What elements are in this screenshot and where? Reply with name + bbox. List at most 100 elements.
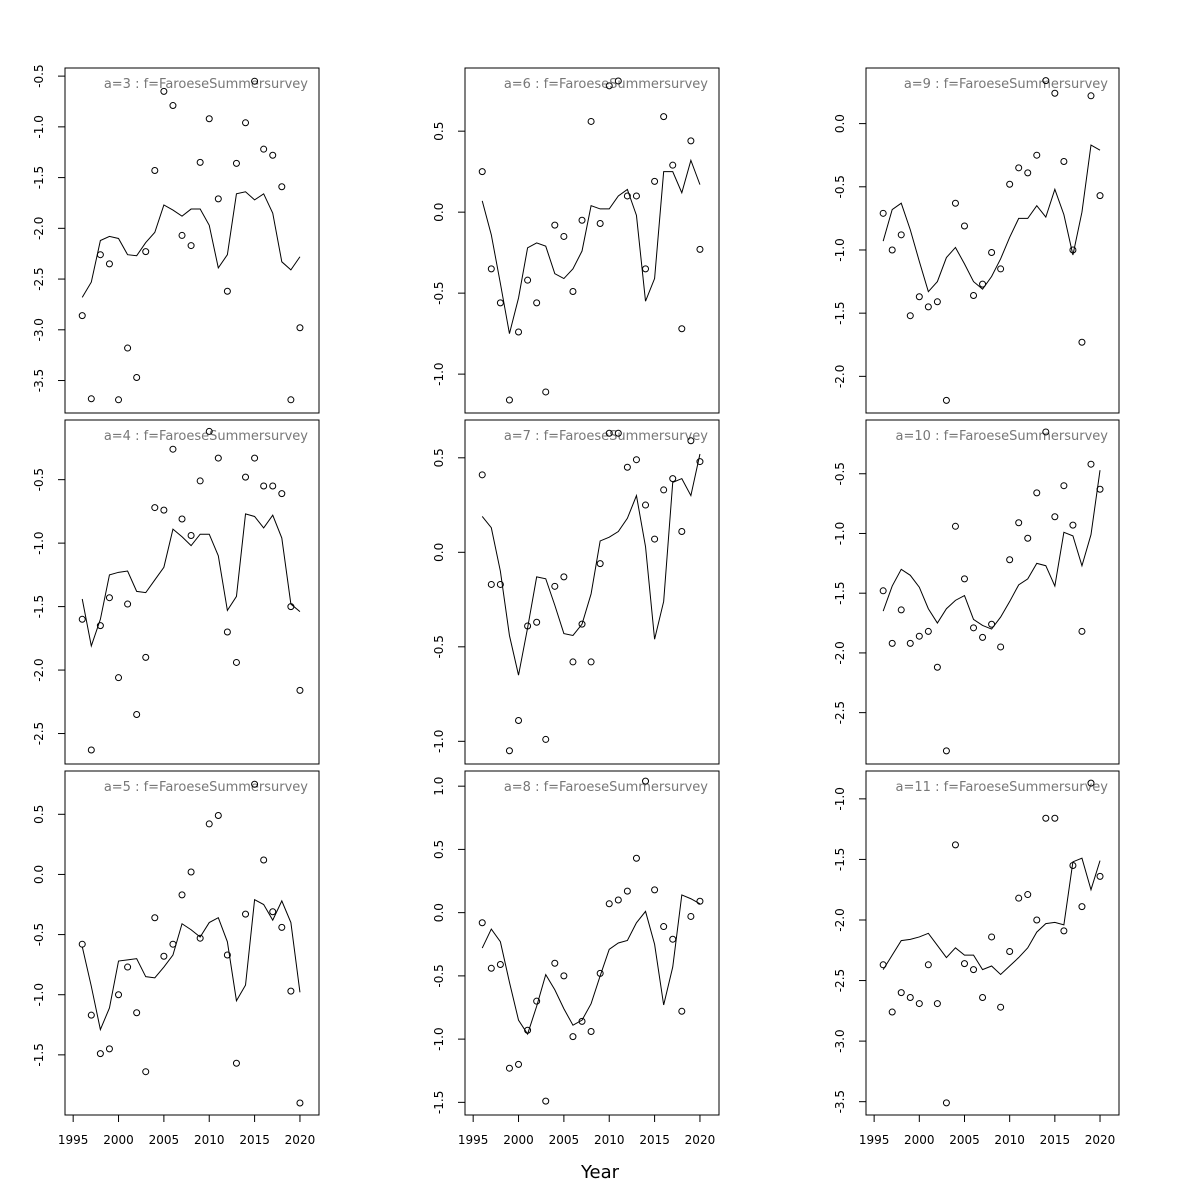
fitted-line (882, 857, 1101, 976)
data-point (223, 287, 231, 295)
y-tick-label: -1.5 (432, 1091, 446, 1114)
y-tick-label: 0.5 (32, 805, 46, 824)
data-point (269, 151, 277, 159)
data-point (897, 231, 905, 239)
data-point (933, 298, 941, 306)
data-point (505, 747, 513, 755)
data-point (1087, 779, 1095, 787)
data-point (214, 454, 222, 462)
data-point (187, 532, 195, 540)
y-tick-label: -1.0 (32, 531, 46, 554)
data-point (1006, 556, 1014, 564)
data-point (78, 940, 86, 948)
data-point (906, 639, 914, 647)
y-tick-label: -0.5 (32, 468, 46, 491)
data-point (924, 303, 932, 311)
data-point (105, 260, 113, 268)
data-point (515, 328, 523, 336)
data-point (879, 587, 887, 595)
data-point (569, 658, 577, 666)
data-point (605, 82, 613, 90)
data-point (587, 117, 595, 125)
data-point (105, 594, 113, 602)
y-tick-label: -1.0 (432, 730, 446, 753)
data-point (587, 1028, 595, 1036)
data-point (160, 87, 168, 95)
data-point (105, 1045, 113, 1053)
data-point (187, 868, 195, 876)
data-point (997, 1003, 1005, 1011)
data-point (205, 115, 213, 123)
data-point (687, 137, 695, 145)
data-point (251, 454, 259, 462)
data-point (1087, 92, 1095, 100)
data-point (1033, 916, 1041, 924)
x-tick-label: 2005 (949, 1133, 980, 1147)
data-point (505, 1064, 513, 1072)
y-tick-label: -1.5 (833, 848, 847, 871)
data-point (696, 245, 704, 253)
data-point (614, 429, 622, 437)
data-point (478, 168, 486, 176)
data-point (151, 166, 159, 174)
data-point (178, 891, 186, 899)
data-point (960, 960, 968, 968)
plot-frame (865, 419, 1120, 765)
panel-title: a=5 : f=FaroeseSummersurvey (104, 780, 308, 795)
data-point (660, 486, 668, 494)
data-point (1042, 814, 1050, 822)
data-point (96, 622, 104, 630)
y-tick-label: -2.5 (833, 969, 847, 992)
x-tick-label: 2005 (549, 1133, 580, 1147)
data-point (124, 963, 132, 971)
data-point (223, 951, 231, 959)
data-point (142, 653, 150, 661)
data-point (678, 325, 686, 333)
data-point (879, 209, 887, 217)
data-point (596, 560, 604, 568)
panel-title: a=3 : f=FaroeseSummersurvey (104, 77, 308, 92)
data-point (87, 395, 95, 403)
data-point (660, 113, 668, 121)
y-tick-label: -0.5 (32, 64, 46, 87)
x-tick-label: 2000 (904, 1133, 935, 1147)
data-point (96, 1050, 104, 1058)
x-axis-label: Year (580, 1162, 620, 1183)
data-point (169, 102, 177, 110)
y-tick-label: -0.5 (833, 462, 847, 485)
data-point (78, 312, 86, 320)
data-point (560, 573, 568, 581)
data-point (642, 777, 650, 785)
data-point (632, 192, 640, 200)
data-point (1087, 460, 1095, 468)
panel: a=11 : f=FaroeseSummersurvey -1.0 -1.5 -2.0… (833, 770, 1120, 1147)
data-point (642, 501, 650, 509)
y-tick-label: -1.0 (432, 1027, 446, 1050)
y-tick-label: -0.5 (32, 923, 46, 946)
y-tick-label: -1.0 (32, 115, 46, 138)
data-point (287, 396, 295, 404)
data-point (979, 633, 987, 641)
data-point (1051, 89, 1059, 97)
y-tick-label: -1.0 (432, 362, 446, 385)
data-point (614, 77, 622, 85)
data-point (669, 935, 677, 943)
data-point (605, 429, 613, 437)
data-point (997, 265, 1005, 273)
data-point (951, 199, 959, 207)
data-point (533, 618, 541, 626)
y-tick-label: -3.5 (32, 369, 46, 392)
y-tick-label: -2.0 (833, 908, 847, 931)
data-point (269, 908, 277, 916)
x-tick-label: 2010 (994, 1133, 1025, 1147)
panel: a=10 : f=FaroeseSummersurvey -0.5 -1.0 -1.5… (833, 419, 1120, 765)
panel-title: a=11 : f=FaroeseSummersurvey (896, 780, 1109, 795)
fitted-line (481, 894, 701, 1036)
y-tick-label: -3.5 (833, 1090, 847, 1113)
data-point (78, 615, 86, 623)
data-point (151, 914, 159, 922)
y-tick-label: 0.0 (432, 543, 446, 562)
data-point (614, 896, 622, 904)
y-tick-label: 1.0 (432, 777, 446, 796)
data-point (1096, 872, 1104, 880)
